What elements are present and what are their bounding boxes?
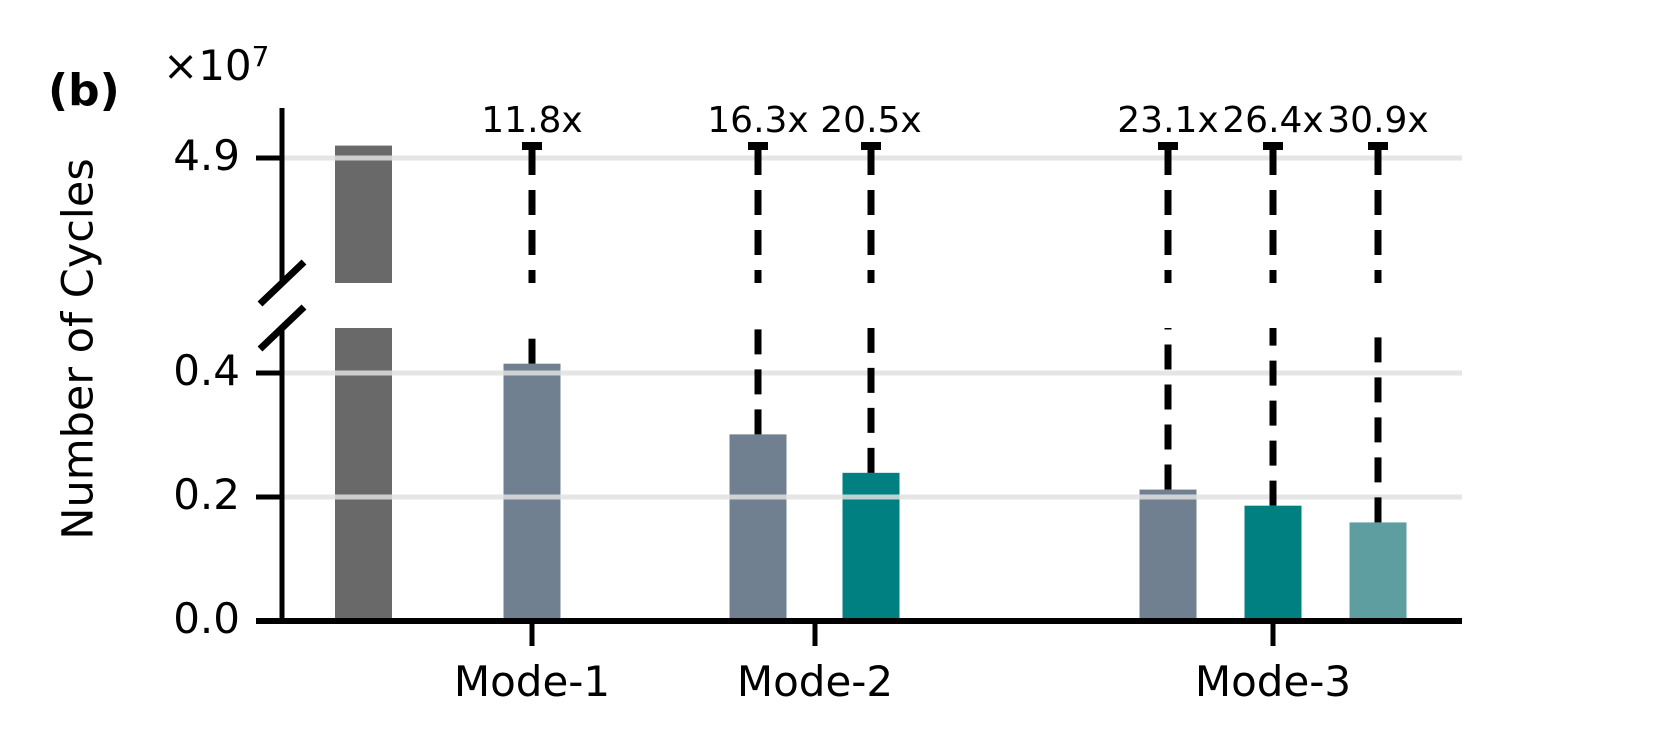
x-tick-label-mode-1: Mode-1 <box>453 657 611 706</box>
x-tick-label-mode-2: Mode-2 <box>736 657 894 706</box>
y-tick-label-0-0: 0.0 <box>173 594 240 643</box>
speedup-annotation-mode2-bar1: 16.3x <box>707 100 809 141</box>
speedup-annotation-mode2-bar2: 20.5x <box>820 100 922 141</box>
speedup-annotation-mode3-bar2: 26.4x <box>1222 100 1324 141</box>
panel-label: (b) <box>48 65 120 116</box>
speedup-annotation-mode3-bar1: 23.1x <box>1117 100 1219 141</box>
speedup-annotation-mode1-bar1: 11.8x <box>481 100 583 141</box>
axis-break-slash-upper <box>257 259 307 307</box>
reference-bar-upper-segment <box>335 145 392 283</box>
bar-mode-3-1 <box>1139 489 1197 621</box>
y-tick-label-0-2: 0.2 <box>173 470 240 519</box>
bar-mode-3-2 <box>1244 505 1302 621</box>
bar-mode-3-3 <box>1349 522 1407 621</box>
y-axis-title: Number of Cycles <box>53 158 104 540</box>
bar-mode-2-1 <box>729 434 787 621</box>
offset-exponent: 7 <box>251 40 270 73</box>
y-tick-label-0-4: 0.4 <box>173 346 240 395</box>
reference-bar-lower-segment <box>335 328 392 621</box>
speedup-annotation-mode3-bar3: 30.9x <box>1327 100 1429 141</box>
y-tick-label-4-9: 4.9 <box>173 131 240 180</box>
axis-break-slash-lower <box>257 304 307 352</box>
x-tick-label-mode-3: Mode-3 <box>1194 657 1352 706</box>
bar-mode-1-1 <box>503 363 561 621</box>
y-axis-offset-label: ×107 <box>163 42 269 88</box>
offset-mantissa: ×10 <box>163 41 252 90</box>
